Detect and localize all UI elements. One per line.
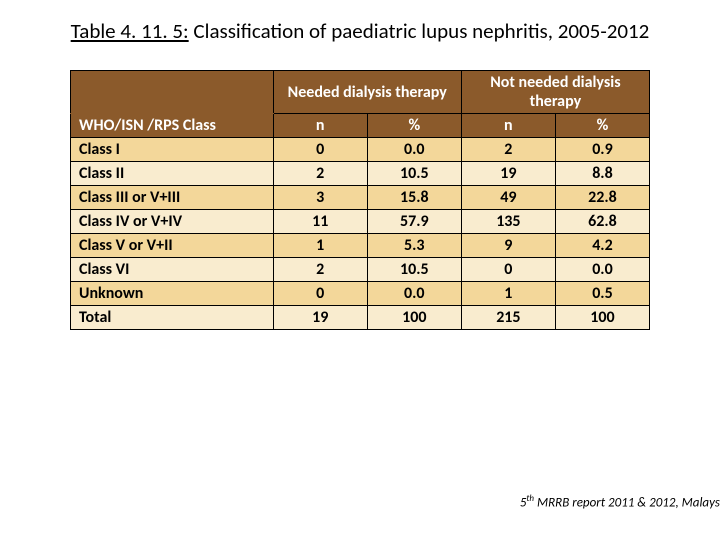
- cell-n2: 135: [461, 210, 555, 234]
- cell-p2: 0.9: [555, 138, 649, 162]
- cell-n2: 215: [461, 306, 555, 330]
- header-n2: n: [461, 114, 555, 138]
- cell-p2: 22.8: [555, 186, 649, 210]
- table-row: Class V or V+II15.394.2: [71, 234, 650, 258]
- cell-p1: 10.5: [367, 162, 461, 186]
- cell-n2: 1: [461, 282, 555, 306]
- table-container: Needed dialysis therapy Not needed dialy…: [0, 52, 720, 330]
- page-title: Table 4. 11. 5: Classification of paedia…: [0, 0, 720, 52]
- cell-p1: 0.0: [367, 138, 461, 162]
- header-p1: %: [367, 114, 461, 138]
- cell-n2: 2: [461, 138, 555, 162]
- cell-n2: 9: [461, 234, 555, 258]
- table-row: Class I00.020.9: [71, 138, 650, 162]
- footer-citation: 5th MRRB report 2011 & 2012, Malays: [520, 493, 720, 510]
- cell-label: Class V or V+II: [71, 234, 274, 258]
- cell-n2: 0: [461, 258, 555, 282]
- table-row: Class IV or V+IV1157.913562.8: [71, 210, 650, 234]
- table-row: Class II210.5198.8: [71, 162, 650, 186]
- cell-p2: 8.8: [555, 162, 649, 186]
- cell-p1: 10.5: [367, 258, 461, 282]
- cell-n1: 0: [273, 138, 367, 162]
- header-p2: %: [555, 114, 649, 138]
- cell-n2: 49: [461, 186, 555, 210]
- header-blank: [71, 71, 274, 114]
- cell-n1: 19: [273, 306, 367, 330]
- cell-n1: 1: [273, 234, 367, 258]
- cell-label: Class VI: [71, 258, 274, 282]
- cell-p2: 0.0: [555, 258, 649, 282]
- table-row: Unknown00.010.5: [71, 282, 650, 306]
- table-row: Total19100215100: [71, 306, 650, 330]
- cell-label: Total: [71, 306, 274, 330]
- cell-n1: 2: [273, 258, 367, 282]
- cell-n1: 0: [273, 282, 367, 306]
- cell-p1: 57.9: [367, 210, 461, 234]
- table-body: Class I00.020.9Class II210.5198.8Class I…: [71, 138, 650, 330]
- cell-p1: 5.3: [367, 234, 461, 258]
- cell-label: Class III or V+III: [71, 186, 274, 210]
- cell-p1: 0.0: [367, 282, 461, 306]
- cell-n1: 2: [273, 162, 367, 186]
- cell-p2: 0.5: [555, 282, 649, 306]
- cell-n1: 11: [273, 210, 367, 234]
- header-n1: n: [273, 114, 367, 138]
- title-text: Classification of paediatric lupus nephr…: [193, 18, 649, 44]
- footer-sup: th: [526, 493, 534, 504]
- cell-p2: 62.8: [555, 210, 649, 234]
- cell-n1: 3: [273, 186, 367, 210]
- title-label: Table 4. 11. 5:: [71, 18, 189, 44]
- cell-p1: 15.8: [367, 186, 461, 210]
- table-row: Class III or V+III315.84922.8: [71, 186, 650, 210]
- cell-label: Class IV or V+IV: [71, 210, 274, 234]
- header-group-needed: Needed dialysis therapy: [273, 71, 461, 114]
- cell-p1: 100: [367, 306, 461, 330]
- cell-label: Class I: [71, 138, 274, 162]
- header-group-not-needed: Not needed dialysis therapy: [461, 71, 649, 114]
- cell-label: Unknown: [71, 282, 274, 306]
- header-rowhead: WHO/ISN /RPS Class: [71, 114, 274, 138]
- classification-table: Needed dialysis therapy Not needed dialy…: [70, 70, 650, 330]
- cell-label: Class II: [71, 162, 274, 186]
- table-row: Class VI210.500.0: [71, 258, 650, 282]
- cell-p2: 100: [555, 306, 649, 330]
- footer-text: MRRB report 2011 & 2012, Malays: [534, 495, 720, 510]
- cell-n2: 19: [461, 162, 555, 186]
- cell-p2: 4.2: [555, 234, 649, 258]
